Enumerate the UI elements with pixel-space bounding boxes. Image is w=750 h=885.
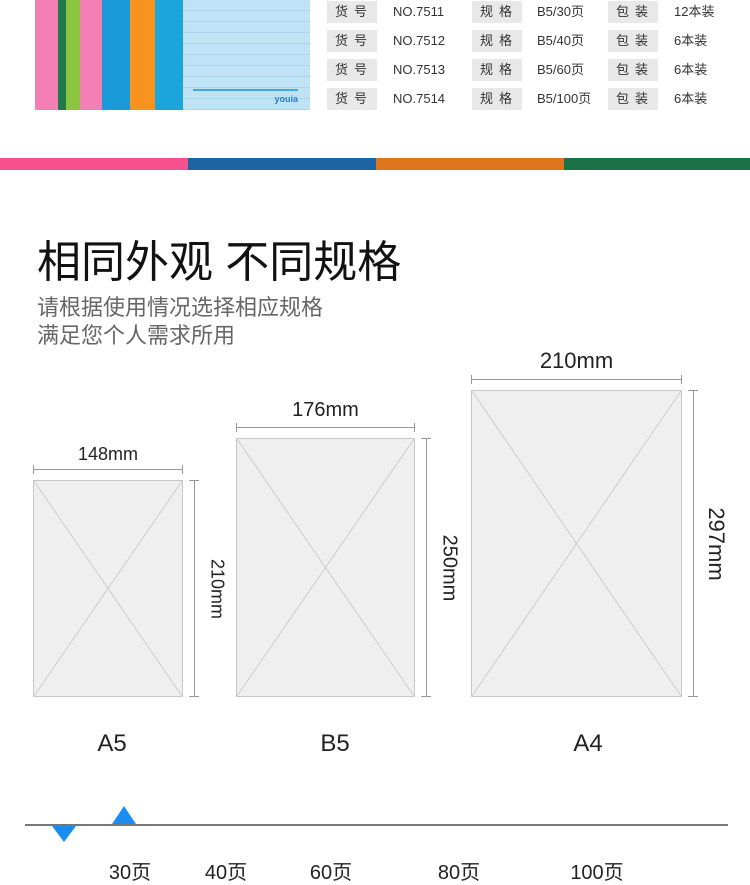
cell-item-label: 货号 [327,59,377,81]
notebook-blue [102,0,130,110]
size-name: A5 [97,730,127,757]
brand-logo: youia [274,94,298,104]
height-label: 210mm [207,558,228,619]
width-line [471,379,682,380]
height-label: 250mm [438,534,461,601]
notebook-pink-2 [80,0,102,110]
notebook-cover: youia [183,0,310,110]
page-title: 相同外观 不同规格 [37,238,402,287]
height-line [693,390,694,697]
width-label: 176mm [292,399,359,421]
cell-spec-label: 规格 [472,1,522,23]
page-option-100[interactable]: 100页 [570,862,624,884]
slider-handle-up-icon[interactable] [112,806,136,824]
width-line [236,427,415,428]
width-line [33,469,183,470]
page-option-30[interactable]: 30页 [108,862,152,884]
cell-pack-label: 包装 [608,59,658,81]
height-tick [189,696,199,697]
page-option-80[interactable]: 80页 [437,862,481,884]
cell-pack-label: 包装 [608,30,658,52]
height-line [194,480,195,697]
page-option-40[interactable]: 40页 [204,862,248,884]
cell-item-label: 货号 [327,88,377,110]
notebook-green [66,0,80,110]
height-label: 297mm [704,506,729,581]
width-tick [414,423,415,432]
width-tick [182,465,183,474]
cell-spec: B5/30页 [537,4,584,19]
height-tick [688,696,698,697]
color-bar-green [564,158,750,170]
cell-pack: 6本装 [674,62,708,77]
cell-pack: 6本装 [674,33,708,48]
height-tick [421,438,431,439]
cell-item-label: 货号 [327,1,377,23]
cell-spec: B5/100页 [537,91,592,106]
notebook-spine [58,0,66,110]
size-name: B5 [320,730,350,757]
subtitle-line-1: 请根据使用情况选择相应规格 [37,295,324,320]
color-bar-blue [188,158,376,170]
paper-0 [33,480,183,697]
width-tick [33,465,34,474]
size-name: A4 [573,730,603,757]
cell-spec-label: 规格 [472,59,522,81]
cell-item: NO.7514 [393,91,446,106]
paper-1 [236,438,415,697]
width-tick [471,375,472,384]
color-bar-pink [0,158,188,170]
slider-track[interactable] [25,824,728,826]
notebook-pink [35,0,58,110]
cell-spec-label: 规格 [472,88,522,110]
notebook-blue-2 [155,0,183,110]
width-label: 148mm [77,444,139,464]
cell-spec-label: 规格 [472,30,522,52]
width-tick [681,375,682,384]
cell-pack: 12本装 [674,4,715,19]
height-tick [688,390,698,391]
slider-handle-down-icon[interactable] [52,826,76,842]
height-line [426,438,427,697]
subtitle-line-2: 满足您个人需求所用 [37,323,236,348]
cell-pack-label: 包装 [608,88,658,110]
cell-item: NO.7513 [393,62,446,77]
cell-spec: B5/40页 [537,33,584,48]
cell-spec: B5/60页 [537,62,584,77]
cell-pack: 6本装 [674,91,708,106]
cell-pack-label: 包装 [608,1,658,23]
color-bar-orange [376,158,564,170]
cell-item: NO.7511 [393,4,445,19]
width-tick [236,423,237,432]
width-label: 210mm [539,348,614,373]
paper-2 [471,390,682,697]
notebook-orange [130,0,155,110]
height-tick [189,480,199,481]
height-tick [421,696,431,697]
cell-item-label: 货号 [327,30,377,52]
page-option-60[interactable]: 60页 [309,862,353,884]
cell-item: NO.7512 [393,33,446,48]
